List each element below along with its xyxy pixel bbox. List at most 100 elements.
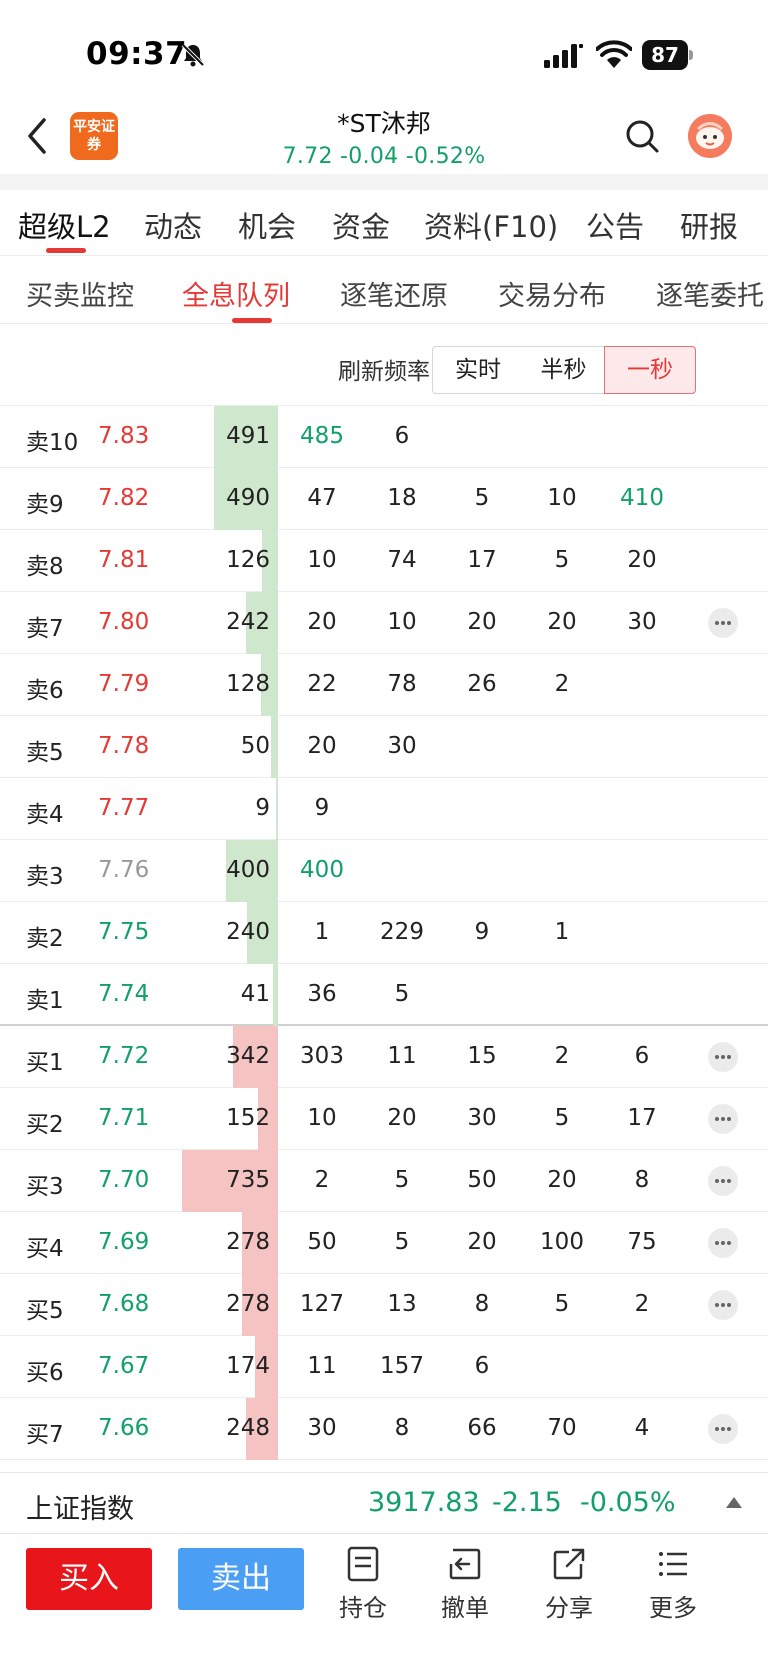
more-dots-icon[interactable] — [708, 1042, 738, 1072]
order-quantity: 11 — [387, 1043, 417, 1069]
tab-dynamics[interactable]: 动态 — [144, 210, 203, 244]
level-total-volume: 174 — [226, 1353, 270, 1379]
order-quantity: 9 — [314, 795, 330, 821]
bid-row[interactable]: 买5 7.68 278 127 13 8 5 2 — [0, 1274, 768, 1336]
tab-opportunities[interactable]: 机会 — [238, 210, 297, 244]
order-quantity: 70 — [547, 1415, 577, 1441]
subtab-trade-monitor[interactable]: 买卖监控 — [26, 281, 134, 312]
order-quantity: 78 — [387, 671, 417, 697]
ask-volume-bar — [271, 716, 278, 778]
level-total-volume: 9 — [255, 795, 270, 821]
ask-volume-bar — [214, 406, 278, 468]
buy-button[interactable]: 买入 — [26, 1548, 152, 1610]
subtab-tick-orders[interactable]: 逐笔委托 — [656, 281, 764, 312]
order-quantity: 9 — [474, 919, 490, 945]
level-total-volume: 242 — [226, 609, 270, 635]
ask-row[interactable]: 卖8 7.81 126 10 74 17 5 20 — [0, 530, 768, 592]
tab-super-l2[interactable]: 超级L2 — [18, 210, 111, 244]
refresh-option-one-second[interactable]: 一秒 — [604, 346, 696, 394]
more-dots-icon[interactable] — [708, 608, 738, 638]
stock-header: 平安证券 *ST沐邦 7.72 -0.04 -0.52% — [0, 100, 768, 174]
ask-row[interactable]: 卖3 7.76 400 400 — [0, 840, 768, 902]
more-dots-icon[interactable] — [708, 1228, 738, 1258]
active-tab-indicator — [46, 248, 86, 253]
main-tabs: 超级L2 动态 机会 资金 资料(F10) 公告 研报 — [0, 190, 768, 256]
share-icon — [553, 1548, 585, 1580]
battery-icon: 87 — [642, 40, 694, 70]
ask-row[interactable]: 卖6 7.79 128 22 78 26 2 — [0, 654, 768, 716]
order-quantity: 66 — [467, 1415, 497, 1441]
ask-row[interactable]: 卖4 7.77 9 9 — [0, 778, 768, 840]
menu-icon — [659, 1552, 687, 1576]
ask-row[interactable]: 卖7 7.80 242 20 10 20 20 30 — [0, 592, 768, 654]
cancel-order-button[interactable]: 撤单 — [420, 1544, 510, 1634]
more-dots-icon[interactable] — [708, 1104, 738, 1134]
refresh-label: 刷新频率 — [338, 359, 430, 385]
ask-row[interactable]: 卖9 7.82 490 47 18 5 10 410 — [0, 468, 768, 530]
bid-row[interactable]: 买4 7.69 278 50 5 20 100 75 — [0, 1212, 768, 1274]
subtab-trade-distribution[interactable]: 交易分布 — [498, 281, 606, 312]
bid-row[interactable]: 买2 7.71 152 10 20 30 5 17 — [0, 1088, 768, 1150]
level-label: 卖4 — [26, 802, 64, 828]
order-quantity: 10 — [547, 485, 577, 511]
order-quantity: 6 — [474, 1353, 490, 1379]
ask-volume-bar — [247, 902, 278, 964]
bid-volume-bar — [246, 1398, 278, 1460]
ask-row[interactable]: 卖2 7.75 240 1 229 9 1 — [0, 902, 768, 964]
order-quantity: 30 — [627, 609, 657, 635]
order-quantity: 2 — [554, 1043, 570, 1069]
bid-row[interactable]: 买6 7.67 174 11 157 6 — [0, 1336, 768, 1398]
level-price: 7.81 — [98, 547, 150, 573]
order-quantity: 10 — [307, 1105, 337, 1131]
assistant-avatar-icon[interactable] — [688, 114, 732, 158]
order-quantity: 15 — [467, 1043, 497, 1069]
sell-button[interactable]: 卖出 — [178, 1548, 304, 1610]
order-quantity: 20 — [467, 609, 497, 635]
share-button[interactable]: 分享 — [524, 1544, 614, 1634]
subtab-full-queue[interactable]: 全息队列 — [182, 281, 290, 312]
level-label: 卖2 — [26, 926, 64, 952]
more-dots-icon[interactable] — [708, 1290, 738, 1320]
level-total-volume: 128 — [226, 671, 270, 697]
bid-row[interactable]: 买7 7.66 248 30 8 66 70 4 — [0, 1398, 768, 1460]
refresh-option-half-second[interactable]: 半秒 — [518, 346, 610, 394]
order-queue-table: 卖10 7.83 491 485 6 卖9 7.82 490 47 18 5 10 410 卖8 7.81 1… — [0, 406, 768, 1472]
order-quantity: 127 — [300, 1291, 344, 1317]
level-price: 7.68 — [98, 1291, 150, 1317]
level-price: 7.70 — [98, 1167, 150, 1193]
bid-volume-bar — [233, 1026, 278, 1088]
holdings-button[interactable]: 持仓 — [318, 1544, 408, 1634]
ask-row[interactable]: 卖1 7.74 41 36 5 — [0, 964, 768, 1026]
stock-quote: 7.72 -0.04 -0.52% — [282, 144, 486, 169]
more-label: 更多 — [649, 1594, 697, 1622]
bid-row[interactable]: 买3 7.70 735 2 5 50 20 8 — [0, 1150, 768, 1212]
index-ticker[interactable]: 上证指数 3917.83 -2.15 -0.05% — [0, 1472, 768, 1534]
ask-row[interactable]: 卖5 7.78 50 20 30 — [0, 716, 768, 778]
bid-row[interactable]: 买1 7.72 342 303 11 15 2 6 — [0, 1026, 768, 1088]
back-arrow-icon[interactable] — [22, 114, 52, 158]
ask-row[interactable]: 卖10 7.83 491 485 6 — [0, 406, 768, 468]
more-dots-icon[interactable] — [708, 1414, 738, 1444]
status-time: 09:37 — [86, 36, 188, 72]
order-quantity: 157 — [380, 1353, 424, 1379]
active-subtab-indicator — [232, 318, 272, 323]
search-icon[interactable] — [624, 118, 660, 154]
tab-research[interactable]: 研报 — [680, 210, 739, 244]
order-quantity: 400 — [300, 857, 344, 883]
more-button[interactable]: 更多 — [628, 1544, 718, 1634]
refresh-option-realtime[interactable]: 实时 — [432, 346, 524, 394]
tab-f10[interactable]: 资料(F10) — [424, 210, 559, 244]
level-label: 买1 — [26, 1050, 64, 1076]
more-dots-icon[interactable] — [708, 1166, 738, 1196]
subtab-tick-replay[interactable]: 逐笔还原 — [340, 281, 448, 312]
caret-up-icon[interactable] — [726, 1497, 742, 1508]
tab-funds[interactable]: 资金 — [332, 210, 391, 244]
cancel-order-label: 撤单 — [441, 1594, 489, 1622]
order-quantity: 6 — [394, 423, 410, 449]
order-quantity: 10 — [307, 547, 337, 573]
section-divider — [0, 174, 768, 190]
tab-announcements[interactable]: 公告 — [586, 210, 645, 244]
order-quantity: 2 — [634, 1291, 650, 1317]
level-price: 7.67 — [98, 1353, 150, 1379]
ask-volume-bar — [262, 530, 278, 592]
